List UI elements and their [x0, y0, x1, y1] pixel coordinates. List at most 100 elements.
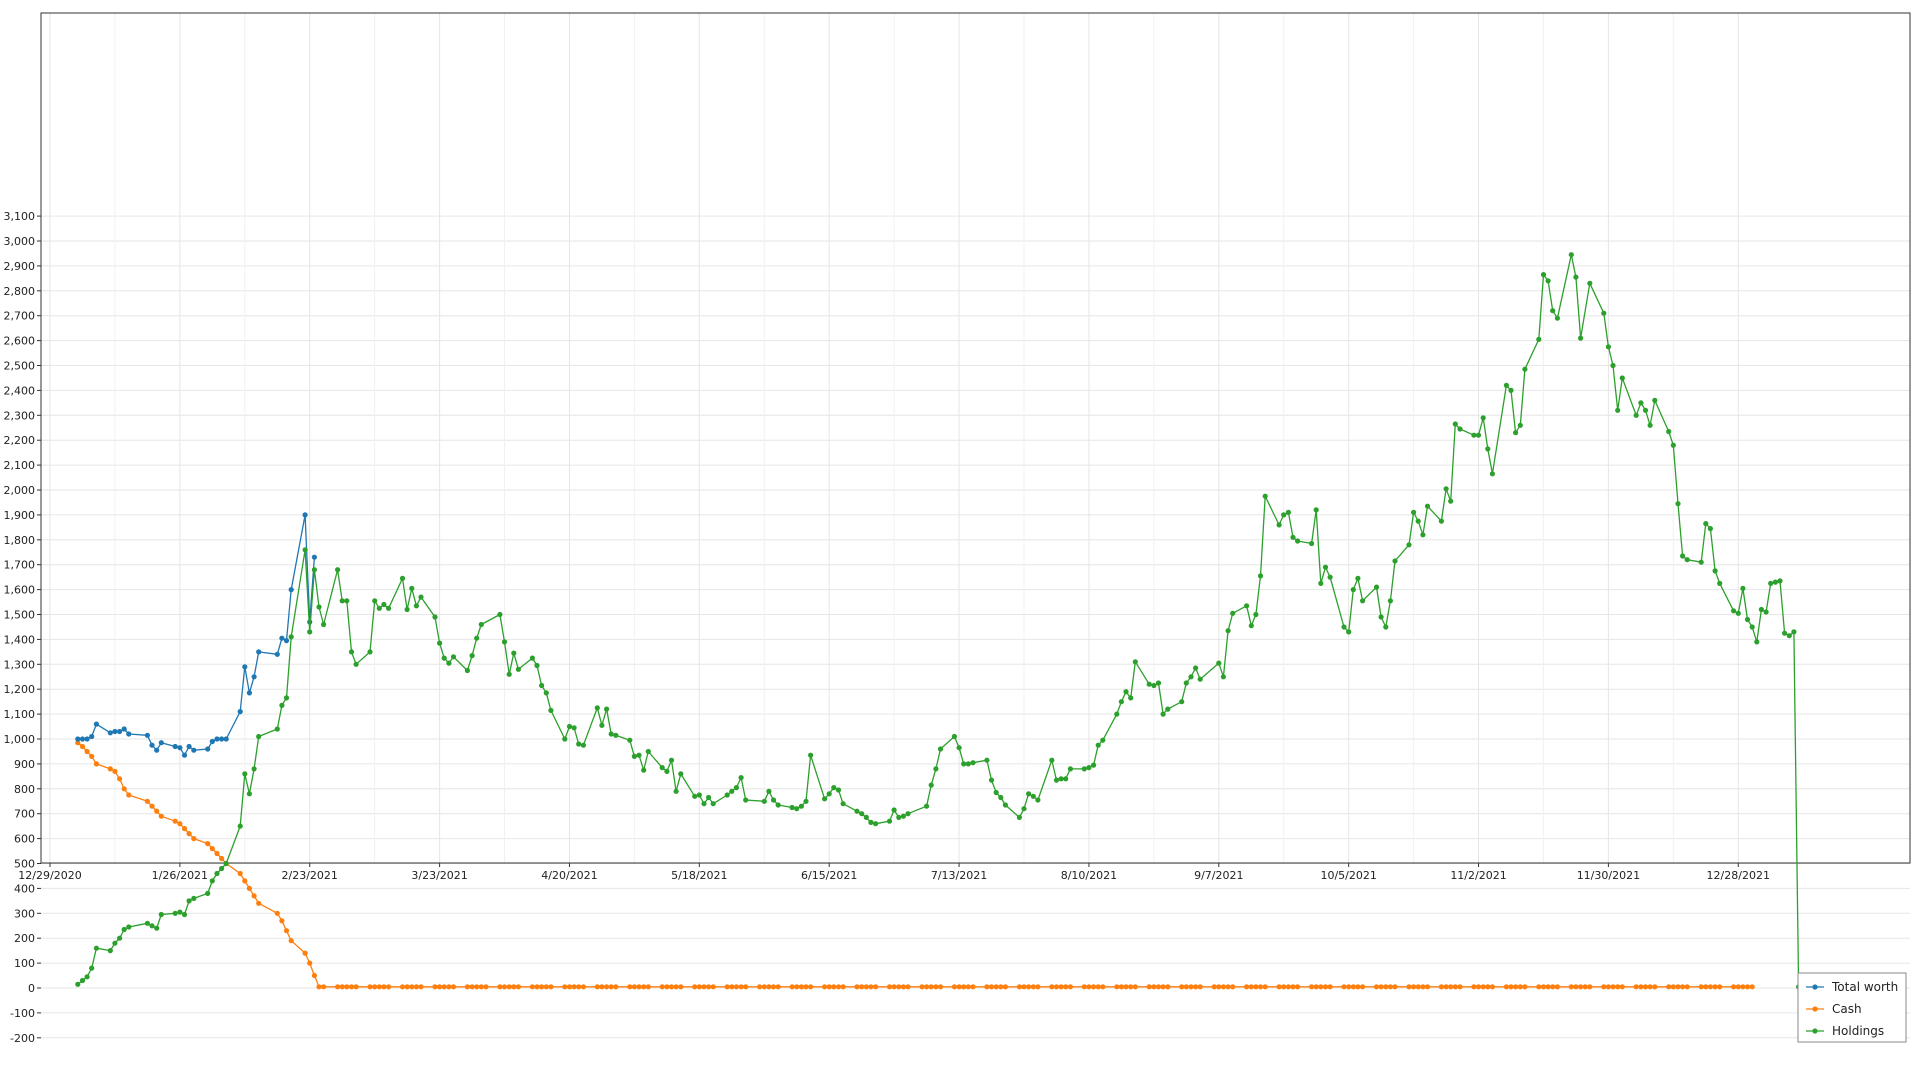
- data-point: [432, 614, 438, 620]
- data-point: [279, 635, 285, 641]
- data-point: [873, 821, 879, 827]
- data-point: [924, 803, 930, 809]
- data-point: [826, 984, 832, 990]
- data-point: [483, 984, 489, 990]
- data-point: [181, 911, 188, 918]
- data-point: [1744, 616, 1751, 623]
- data-point: [1420, 532, 1426, 538]
- data-point: [1578, 984, 1584, 990]
- data-point: [692, 793, 698, 799]
- y-tick-label: 1,900: [4, 509, 36, 522]
- data-point: [604, 706, 610, 712]
- data-point: [149, 742, 155, 748]
- data-point: [1244, 984, 1250, 990]
- data-point: [1373, 984, 1380, 990]
- data-point: [1749, 624, 1755, 630]
- data-point: [1712, 984, 1718, 990]
- data-point: [1786, 633, 1792, 639]
- y-tick-label: 2,900: [4, 260, 36, 273]
- data-point: [1438, 518, 1444, 524]
- data-point: [209, 878, 215, 884]
- data-point: [214, 870, 220, 877]
- data-point: [548, 984, 554, 990]
- data-point: [372, 598, 378, 604]
- data-point: [288, 938, 294, 944]
- data-point: [886, 984, 893, 990]
- data-point: [1448, 498, 1454, 504]
- data-point: [246, 885, 252, 892]
- data-point: [478, 621, 484, 628]
- x-tick-label: 11/2/2021: [1450, 869, 1506, 882]
- y-tick-label: 2,800: [4, 285, 36, 298]
- data-point: [219, 865, 225, 872]
- data-point: [1021, 984, 1027, 990]
- x-tick-label: 3/23/2021: [411, 869, 467, 882]
- data-point: [1647, 984, 1653, 990]
- data-point: [1578, 335, 1584, 341]
- data-point: [1517, 984, 1523, 990]
- data-point: [1026, 984, 1032, 990]
- data-point: [1619, 375, 1625, 381]
- data-point: [1327, 574, 1333, 580]
- data-point: [868, 819, 874, 826]
- data-point: [840, 801, 846, 807]
- data-point: [1220, 674, 1226, 680]
- data-point: [1257, 573, 1264, 579]
- data-point: [863, 984, 869, 990]
- data-point: [1155, 984, 1162, 990]
- data-point: [808, 984, 814, 990]
- legend: Total worth Cash Holdings: [1797, 972, 1907, 1043]
- data-point: [854, 984, 860, 990]
- data-point: [1253, 611, 1259, 618]
- data-point: [246, 690, 252, 696]
- data-point: [1675, 501, 1681, 507]
- data-point: [79, 736, 86, 742]
- y-tick-label: 2,200: [4, 434, 36, 447]
- x-tick-label: 9/7/2021: [1194, 869, 1243, 882]
- data-point: [743, 984, 749, 990]
- data-point: [441, 984, 447, 990]
- data-point: [367, 984, 373, 990]
- data-point: [863, 814, 869, 821]
- data-point: [928, 984, 934, 990]
- data-point: [770, 797, 777, 803]
- data-point: [1680, 984, 1686, 990]
- data-point: [1355, 984, 1361, 990]
- data-point: [1216, 660, 1222, 666]
- data-point: [1262, 984, 1268, 990]
- data-point: [988, 777, 995, 783]
- data-point: [1735, 610, 1741, 616]
- data-point: [543, 690, 549, 696]
- data-point: [1285, 509, 1291, 515]
- data-point: [1443, 486, 1449, 492]
- data-point: [1480, 984, 1486, 990]
- data-point: [1652, 984, 1658, 990]
- data-point: [770, 984, 777, 990]
- data-point: [256, 733, 262, 740]
- data-point: [214, 850, 220, 857]
- data-point: [529, 984, 536, 990]
- data-point: [1341, 984, 1347, 990]
- data-point: [450, 984, 457, 990]
- data-point: [399, 984, 406, 990]
- data-point: [854, 808, 860, 814]
- data-point: [905, 984, 911, 990]
- data-point: [896, 814, 902, 821]
- data-point: [576, 741, 582, 747]
- data-point: [386, 984, 392, 990]
- data-point: [1151, 984, 1157, 990]
- data-point: [1540, 984, 1547, 990]
- data-point: [1026, 791, 1032, 797]
- data-point: [701, 984, 707, 990]
- data-point: [1406, 984, 1412, 990]
- data-point: [613, 984, 619, 990]
- data-point: [608, 984, 614, 990]
- data-point: [1550, 984, 1556, 990]
- data-point: [961, 761, 967, 767]
- data-point: [1123, 984, 1129, 990]
- data-point: [1058, 776, 1064, 782]
- data-point: [344, 598, 350, 604]
- data-point: [497, 611, 503, 618]
- data-point: [1160, 711, 1166, 717]
- data-point: [404, 984, 410, 990]
